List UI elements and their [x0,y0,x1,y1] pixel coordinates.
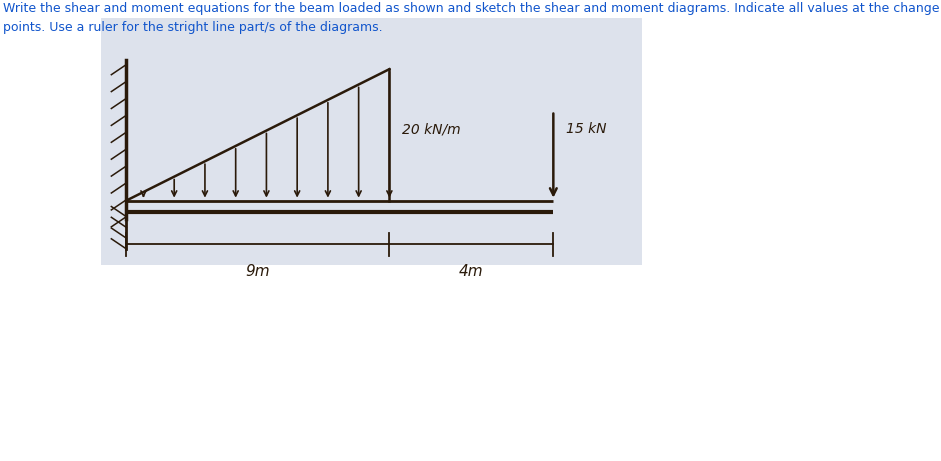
Text: 9m: 9m [246,265,270,279]
Text: Write the shear and moment equations for the beam loaded as shown and sketch the: Write the shear and moment equations for… [4,2,941,15]
Text: points. Use a ruler for the stright line part/s of the diagrams.: points. Use a ruler for the stright line… [4,21,383,34]
Text: 4m: 4m [459,265,484,279]
Text: 20 kN/m: 20 kN/m [402,122,460,136]
Text: 15 kN: 15 kN [566,122,606,136]
FancyBboxPatch shape [101,18,642,265]
